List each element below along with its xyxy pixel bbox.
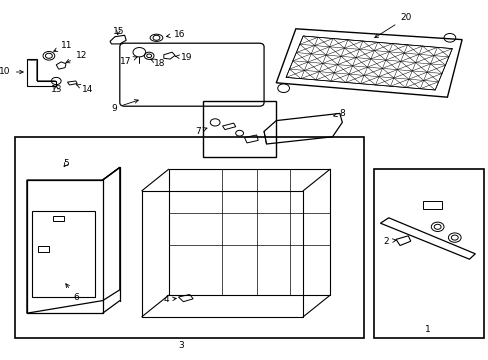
Bar <box>15 137 364 338</box>
Text: 5: 5 <box>63 159 69 168</box>
Text: 10: 10 <box>0 68 23 77</box>
Text: 2: 2 <box>383 237 395 246</box>
Bar <box>203 101 276 157</box>
Text: 18: 18 <box>151 58 165 68</box>
Bar <box>422 201 441 209</box>
Text: 8: 8 <box>333 109 345 118</box>
Bar <box>38 246 49 252</box>
Bar <box>53 216 63 221</box>
Text: 7: 7 <box>194 127 206 136</box>
Text: 12: 12 <box>66 51 87 63</box>
Text: 13: 13 <box>50 85 62 94</box>
Text: 19: 19 <box>175 53 192 62</box>
Text: 17: 17 <box>119 57 137 66</box>
Text: 9: 9 <box>111 100 138 112</box>
Bar <box>373 169 483 338</box>
Text: 14: 14 <box>77 85 93 94</box>
Text: 20: 20 <box>374 13 411 38</box>
Text: 11: 11 <box>54 40 73 51</box>
Text: 3: 3 <box>178 341 183 350</box>
Bar <box>32 211 95 297</box>
Text: 1: 1 <box>424 325 430 334</box>
Text: 15: 15 <box>112 27 124 36</box>
Text: 6: 6 <box>66 284 79 302</box>
Text: 16: 16 <box>166 30 185 39</box>
Text: 4: 4 <box>163 295 176 304</box>
